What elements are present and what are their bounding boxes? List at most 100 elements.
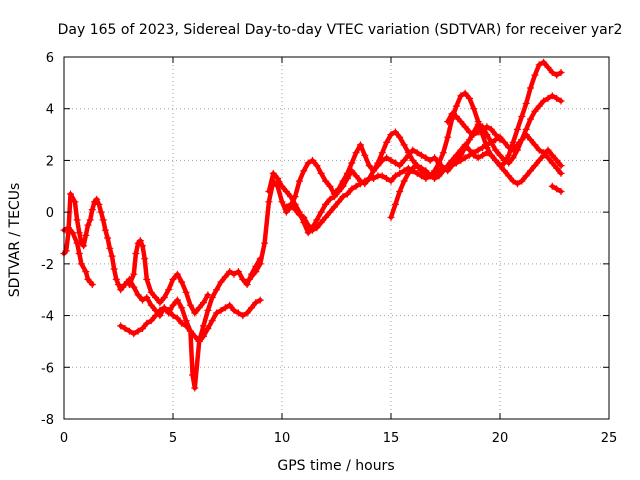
data-point-marker bbox=[165, 306, 173, 314]
data-point-marker bbox=[117, 322, 125, 330]
data-point-marker bbox=[448, 110, 456, 118]
data-point-marker bbox=[404, 151, 412, 159]
data-point-marker bbox=[269, 169, 277, 177]
data-point-marker bbox=[282, 188, 290, 195]
y-tick-label: -8 bbox=[41, 413, 54, 428]
data-point-marker bbox=[204, 291, 212, 299]
data-point-marker bbox=[317, 219, 325, 226]
data-point-marker bbox=[500, 156, 508, 164]
data-point-marker bbox=[147, 288, 155, 296]
series-line bbox=[61, 225, 95, 287]
data-point-marker bbox=[418, 164, 425, 172]
data-point-marker bbox=[413, 169, 421, 177]
data-point-marker bbox=[365, 162, 373, 170]
data-point-marker bbox=[383, 138, 391, 146]
data-point-marker bbox=[115, 281, 122, 288]
data-point-marker bbox=[383, 154, 391, 162]
data-point-marker bbox=[326, 195, 334, 203]
data-point-marker bbox=[400, 167, 408, 175]
data-point-marker bbox=[304, 229, 312, 237]
data-point-marker bbox=[182, 322, 190, 330]
data-point-marker bbox=[535, 61, 543, 69]
data-point-marker bbox=[553, 185, 561, 193]
data-point-marker bbox=[226, 301, 234, 309]
data-point-marker bbox=[383, 175, 391, 182]
data-point-marker bbox=[409, 156, 417, 164]
data-point-marker bbox=[422, 175, 430, 182]
data-point-marker bbox=[439, 167, 447, 175]
data-point-marker bbox=[165, 286, 173, 294]
data-point-marker bbox=[553, 164, 561, 172]
data-point-marker bbox=[84, 221, 92, 229]
data-point-marker bbox=[426, 172, 434, 180]
data-point-marker bbox=[278, 182, 286, 190]
x-tick-label: 0 bbox=[60, 431, 68, 446]
data-point-marker bbox=[513, 125, 521, 133]
data-point-marker bbox=[143, 319, 151, 327]
data-point-marker bbox=[139, 325, 146, 332]
data-point-marker bbox=[71, 198, 79, 206]
data-point-marker bbox=[396, 162, 404, 170]
data-point-marker bbox=[518, 177, 526, 185]
data-point-marker bbox=[457, 146, 465, 154]
data-point-marker bbox=[169, 275, 177, 283]
data-point-marker bbox=[387, 156, 395, 164]
data-point-marker bbox=[457, 118, 465, 126]
data-point-marker bbox=[378, 149, 386, 157]
data-point-marker bbox=[160, 304, 168, 312]
data-point-marker bbox=[466, 136, 473, 144]
data-point-marker bbox=[313, 162, 321, 170]
data-point-marker bbox=[396, 133, 404, 141]
data-point-marker bbox=[134, 327, 142, 335]
data-point-marker bbox=[221, 304, 229, 312]
data-point-marker bbox=[73, 216, 81, 224]
data-point-marker bbox=[413, 149, 421, 157]
data-point-marker bbox=[370, 167, 378, 175]
data-point-marker bbox=[492, 156, 500, 164]
data-point-marker bbox=[169, 301, 177, 309]
data-point-marker bbox=[213, 286, 221, 294]
data-point-marker bbox=[431, 175, 439, 182]
data-point-marker bbox=[527, 84, 534, 92]
data-point-marker bbox=[505, 159, 513, 167]
data-point-marker bbox=[265, 188, 273, 195]
data-point-marker bbox=[213, 309, 221, 317]
data-point-marker bbox=[452, 151, 460, 159]
data-point-marker bbox=[112, 275, 120, 283]
data-point-marker bbox=[82, 231, 90, 239]
data-point-marker bbox=[317, 208, 325, 216]
data-point-marker bbox=[75, 229, 83, 237]
series-line bbox=[247, 59, 564, 282]
data-point-marker bbox=[391, 159, 399, 167]
data-point-marker bbox=[274, 175, 282, 182]
data-point-marker bbox=[505, 144, 513, 151]
data-point-marker bbox=[535, 146, 543, 154]
data-point-marker bbox=[186, 327, 194, 335]
data-point-marker bbox=[291, 206, 299, 214]
data-point-marker bbox=[99, 216, 107, 224]
data-point-marker bbox=[73, 239, 81, 247]
data-point-marker bbox=[470, 151, 478, 159]
data-point-marker bbox=[540, 58, 548, 66]
data-point-marker bbox=[479, 144, 487, 151]
data-point-marker bbox=[136, 237, 144, 245]
data-point-marker bbox=[444, 133, 452, 141]
data-point-marker bbox=[101, 226, 109, 234]
data-point-marker bbox=[152, 312, 160, 320]
data-point-marker bbox=[527, 167, 534, 175]
x-tick-label: 5 bbox=[169, 431, 177, 446]
data-point-marker bbox=[64, 224, 72, 232]
data-point-marker bbox=[391, 172, 399, 180]
data-point-marker bbox=[492, 146, 500, 154]
data-point-marker bbox=[418, 151, 425, 159]
data-point-marker bbox=[466, 146, 473, 154]
data-point-marker bbox=[77, 260, 85, 268]
data-point-marker bbox=[173, 314, 181, 322]
data-point-marker bbox=[313, 216, 321, 224]
series-trace-3 bbox=[117, 296, 264, 345]
data-point-marker bbox=[106, 244, 114, 252]
data-point-marker bbox=[522, 100, 530, 107]
data-point-marker bbox=[295, 211, 303, 219]
data-point-marker bbox=[143, 294, 151, 301]
data-point-marker bbox=[195, 304, 203, 312]
